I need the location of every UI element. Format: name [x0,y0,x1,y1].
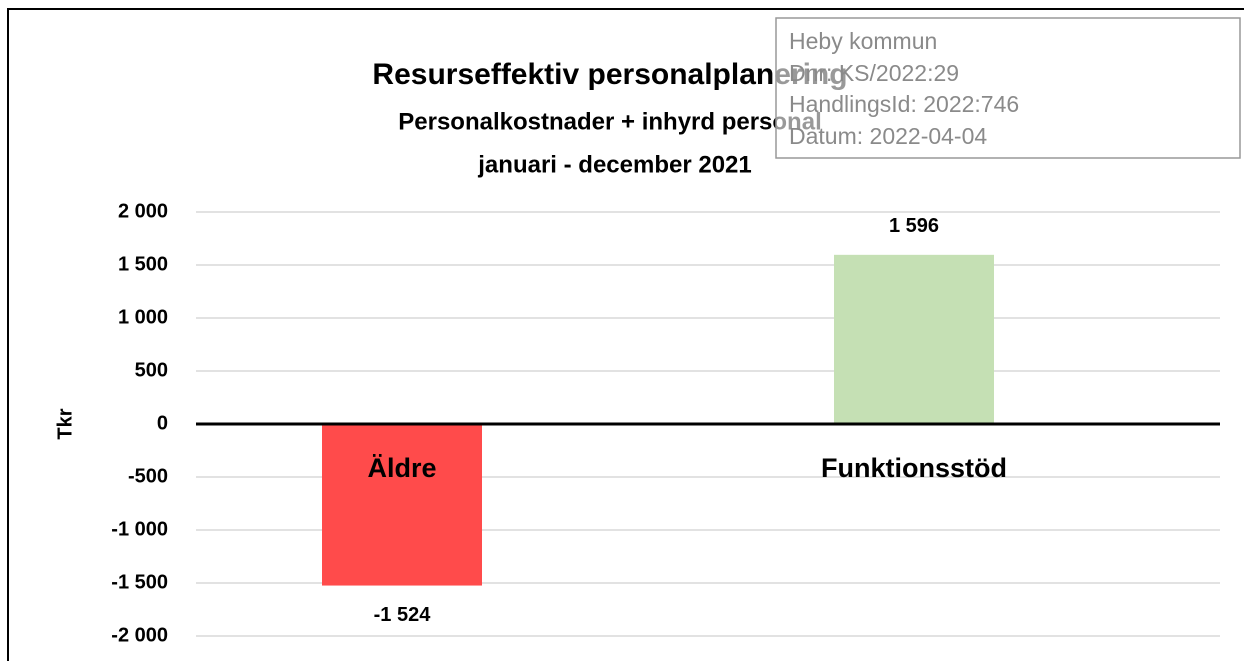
y-tick-label: -1 500 [111,571,168,593]
stamp-text: HandlingsId: 2022:746 [789,91,1019,117]
y-tick-label: 2 000 [118,200,168,222]
data-label: -1 524 [374,604,432,626]
plot: -2 000 -1 500 -1 000 -500 0 500 1 000 1 500 2 00… [111,200,1220,646]
chart-subtitle: januari - december 2021 [477,151,751,178]
stamp-text: Heby kommun [789,28,937,54]
y-tick-label: 500 [135,359,168,381]
chart-title: Resurseffektiv personalplanering [372,58,847,91]
bar [834,254,994,424]
y-axis-label: Tkr [54,408,76,439]
x-tick-label: Funktionsstöd [821,453,1007,483]
y-tick-label: 0 [157,412,168,434]
stamp-box [775,17,1241,159]
stamp-text: Datum: 2022-04-04 [789,123,987,149]
data-label: 1 596 [889,215,939,237]
y-tick-label: 1 000 [118,306,168,328]
y-tick-label: -500 [128,465,168,487]
y-tick-label: -2 000 [111,624,168,646]
x-tick-label: Äldre [367,453,436,483]
y-tick-label: 1 500 [118,253,168,275]
bar [322,424,482,586]
stamp-text: Dnr: KS/2022:29 [789,60,959,86]
chart-subtitle: Personalkostnader + inhyrd personal [398,108,821,135]
y-tick-label: -1 000 [111,518,168,540]
stamp: Heby kommun Dnr: KS/2022:29 HandlingsId:… [775,17,1241,159]
